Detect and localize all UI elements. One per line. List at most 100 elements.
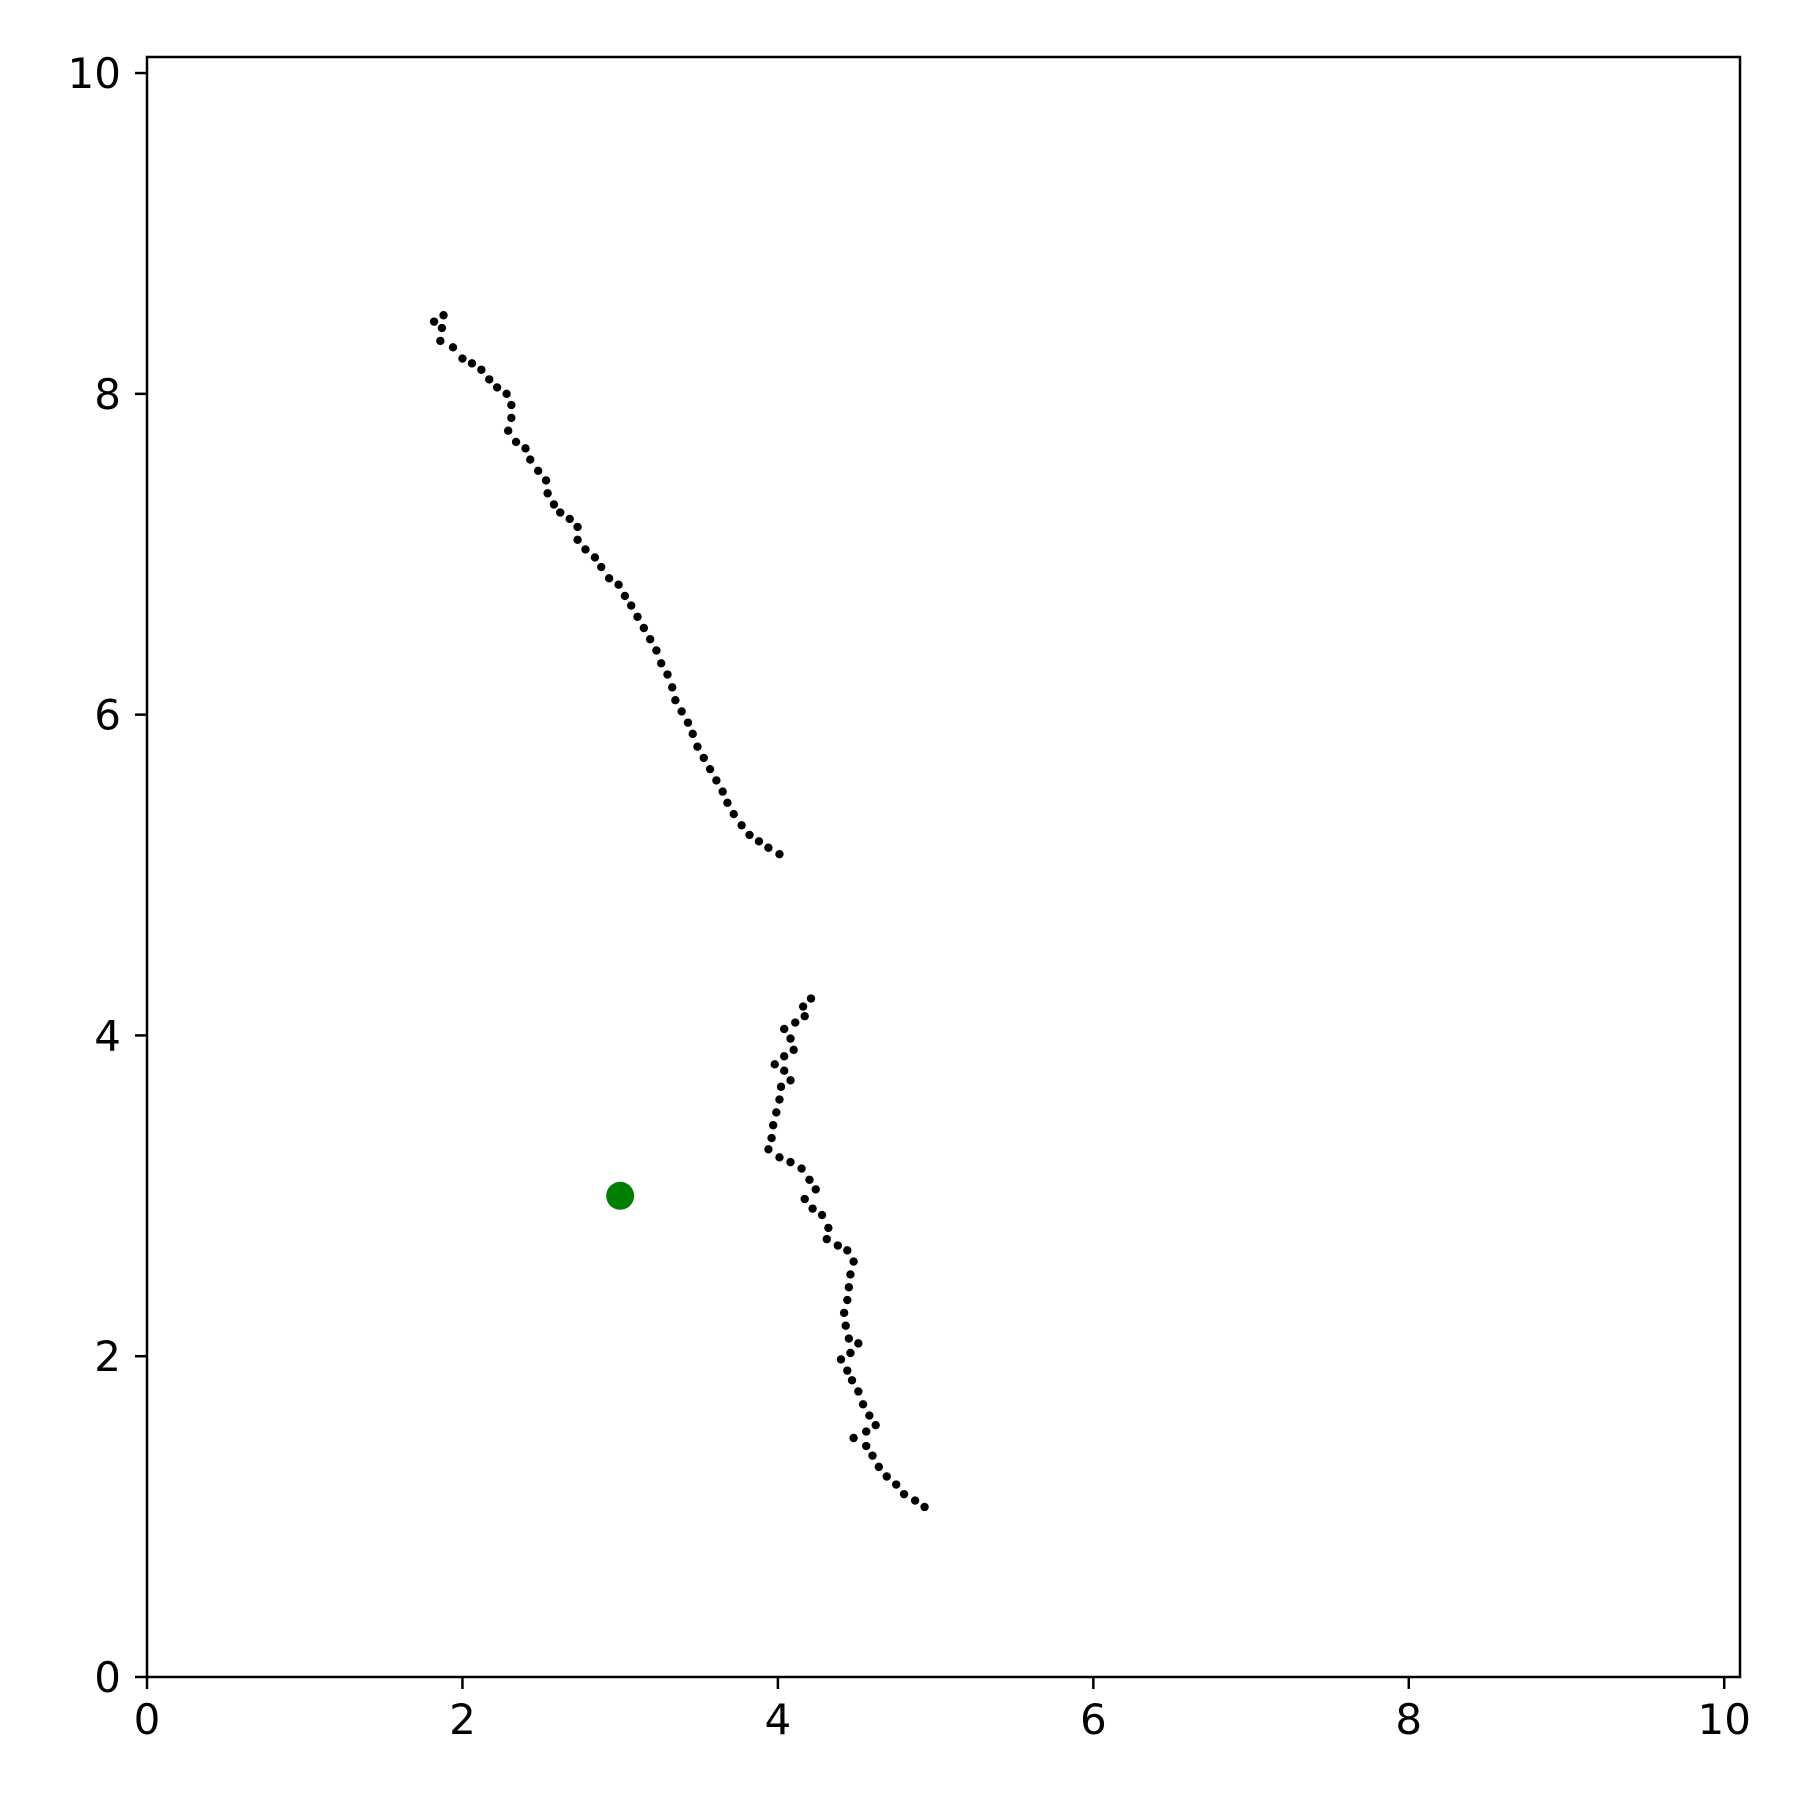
point-0-30 [620, 591, 630, 601]
point-0-37 [663, 670, 672, 679]
point-1-44 [871, 1420, 880, 1430]
point-1-41 [854, 1387, 863, 1396]
series-2 [606, 1181, 635, 1210]
point-0-44 [699, 753, 708, 763]
point-1-23 [808, 1204, 817, 1213]
point-0-43 [693, 742, 702, 751]
y-tick-label: 6 [94, 691, 121, 740]
point-0-2 [437, 323, 447, 333]
point-0-15 [521, 444, 530, 453]
point-1-2 [800, 1011, 809, 1021]
y-axis: 0 2 4 6 8 10 [68, 49, 147, 1702]
point-0-40 [677, 707, 686, 716]
point-1-16 [764, 1145, 773, 1154]
x-tick-label: 2 [449, 1695, 476, 1744]
point-0-0 [429, 317, 439, 326]
point-0-49 [729, 809, 738, 819]
x-tick-label: 0 [134, 1695, 161, 1744]
point-1-7 [780, 1052, 789, 1061]
point-0-34 [645, 635, 655, 644]
point-0-3 [436, 336, 445, 346]
point-0-53 [764, 843, 773, 852]
data-marks [429, 311, 929, 1512]
point-0-25 [581, 545, 590, 554]
point-1-11 [776, 1082, 786, 1091]
point-1-49 [874, 1462, 884, 1472]
point-1-27 [833, 1241, 843, 1250]
point-1-29 [849, 1257, 858, 1266]
point-0-17 [533, 466, 543, 476]
point-1-18 [786, 1157, 795, 1167]
point-1-37 [846, 1348, 855, 1358]
point-0-4 [448, 343, 458, 352]
point-1-15 [767, 1133, 776, 1143]
x-tick-label: 8 [1395, 1695, 1422, 1744]
point-0-22 [565, 514, 574, 524]
point-1-28 [843, 1246, 852, 1255]
x-tick-label: 4 [765, 1695, 792, 1744]
point-0-10 [502, 389, 511, 399]
point-1-17 [775, 1153, 784, 1162]
x-tick-label: 6 [1080, 1695, 1107, 1744]
point-0-6 [467, 359, 477, 368]
point-1-45 [862, 1427, 871, 1436]
point-1-1 [798, 1002, 808, 1011]
point-0-24 [573, 535, 582, 544]
point-1-26 [822, 1234, 831, 1244]
point-1-31 [844, 1283, 854, 1292]
y-tick-label: 4 [94, 1011, 121, 1060]
x-tick-label: 10 [1698, 1695, 1751, 1744]
point-1-47 [862, 1441, 871, 1451]
point-1-5 [786, 1034, 795, 1043]
point-0-35 [652, 646, 661, 655]
point-1-46 [849, 1433, 858, 1443]
point-1-10 [786, 1076, 795, 1085]
y-tick-label: 0 [94, 1653, 121, 1702]
series-1 [764, 994, 929, 1512]
y-tick-label: 8 [94, 370, 121, 419]
point-1-48 [868, 1451, 877, 1460]
point-0-23 [573, 522, 582, 532]
point-0-26 [590, 553, 600, 562]
point-0-13 [503, 426, 513, 435]
point-0-7 [477, 365, 486, 374]
point-0-8 [485, 375, 494, 384]
point-1-50 [882, 1472, 891, 1481]
point-1-21 [811, 1185, 820, 1194]
plot-frame [145, 55, 1742, 1679]
point-0-5 [458, 354, 467, 363]
point-2-0 [606, 1181, 635, 1210]
point-0-45 [705, 764, 715, 774]
point-0-48 [723, 798, 732, 808]
point-0-31 [627, 601, 636, 610]
point-0-52 [754, 837, 764, 846]
point-1-39 [843, 1366, 852, 1375]
x-axis: 0 2 4 6 8 10 [134, 1677, 1751, 1744]
point-1-0 [806, 994, 816, 1003]
point-1-43 [865, 1411, 874, 1420]
point-1-3 [791, 1018, 800, 1027]
point-1-9 [780, 1066, 789, 1075]
point-1-33 [839, 1308, 849, 1318]
point-0-9 [492, 383, 502, 392]
point-0-11 [507, 400, 516, 410]
point-1-6 [789, 1045, 798, 1055]
point-1-30 [846, 1270, 855, 1279]
point-1-14 [768, 1121, 778, 1130]
point-0-1 [439, 311, 448, 320]
point-1-32 [843, 1295, 852, 1305]
point-1-36 [854, 1339, 863, 1348]
point-1-54 [920, 1502, 929, 1512]
point-0-33 [639, 623, 649, 633]
point-0-47 [718, 787, 727, 796]
point-0-41 [683, 718, 693, 727]
point-0-42 [688, 729, 697, 739]
point-1-12 [775, 1095, 784, 1104]
point-0-27 [597, 562, 606, 572]
y-tick-label: 10 [68, 49, 121, 98]
point-0-29 [614, 580, 623, 589]
point-0-39 [671, 695, 680, 705]
point-1-19 [797, 1164, 806, 1173]
point-1-25 [824, 1223, 833, 1233]
